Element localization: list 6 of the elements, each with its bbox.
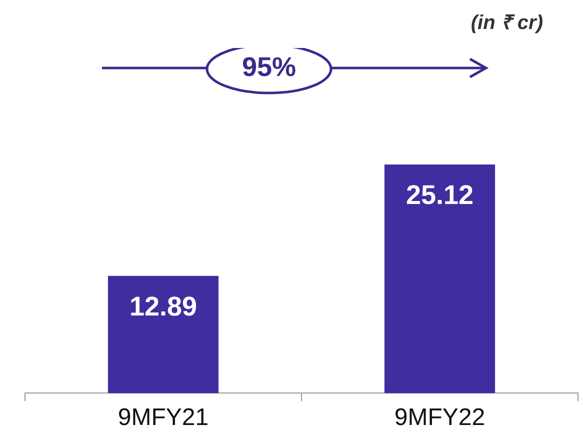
- data-label: 12.89: [129, 291, 198, 322]
- x-tick-label: 9MFY21: [118, 404, 209, 432]
- x-tick-label: 9MFY22: [394, 404, 486, 432]
- data-label: 25.12: [406, 180, 474, 210]
- text: (in ₹ cr): [470, 11, 543, 35]
- text: 95%: [240, 52, 298, 83]
